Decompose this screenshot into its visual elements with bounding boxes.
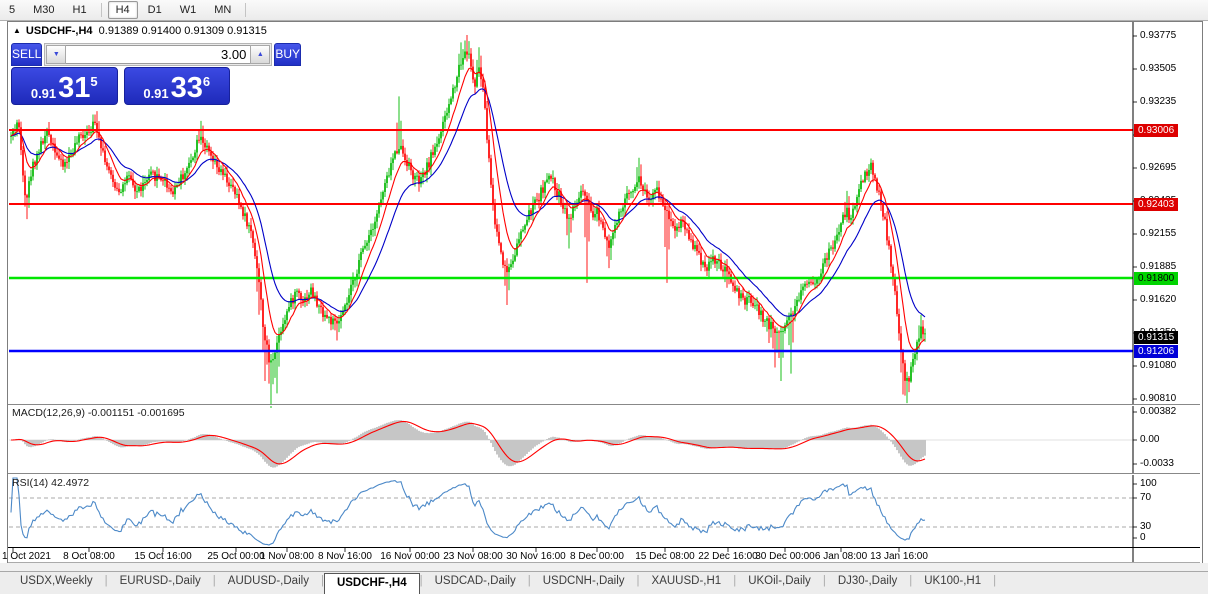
- buy-price-pip: 6: [202, 74, 211, 89]
- price-axis-label: 0.91620: [1140, 294, 1177, 305]
- volume-stepper: ▼ ▲: [44, 43, 273, 66]
- tab-separator: |: [527, 575, 531, 587]
- timeframe-button-mn[interactable]: MN: [214, 4, 232, 16]
- price-axis-label: 0.92695: [1140, 162, 1177, 173]
- timeframe-button-h1[interactable]: H1: [72, 4, 87, 16]
- macd-axis-label: 0.00: [1140, 434, 1160, 445]
- date-axis-label: 13 Jan 16:00: [870, 551, 928, 562]
- chart-tab-xauusd-h1[interactable]: XAUUSD-,H1: [651, 575, 722, 587]
- toolbar-separator: [100, 3, 102, 17]
- chart-tab-usdx-weekly[interactable]: USDX,Weekly: [20, 575, 93, 587]
- timeframe-button-w1[interactable]: W1: [179, 4, 197, 16]
- tab-separator: |: [636, 575, 640, 587]
- chart-tab-eurusd-daily[interactable]: EURUSD-,Daily: [119, 575, 201, 587]
- symbol-label: USDCHF-,H4: [25, 25, 93, 37]
- sell-button[interactable]: SELL: [11, 43, 43, 66]
- chart-tab-bar: USDX,Weekly | EURUSD-,Daily | AUDUSD-,Daily |…: [0, 571, 1208, 594]
- date-axis-label: 1 Oct 2021: [2, 551, 51, 562]
- price-badge: 0.91206: [1134, 344, 1179, 358]
- macd-axis-label: 0.00382: [1140, 406, 1177, 417]
- rsi-label: RSI(14) 42.4972: [12, 477, 90, 489]
- date-axis-label: 8 Nov 16:00: [318, 551, 372, 562]
- date-axis-label: 16 Nov 00:00: [380, 551, 440, 562]
- tab-separator: |: [320, 575, 324, 587]
- chart-tab-usdcad-daily[interactable]: USDCAD-,Daily: [434, 575, 516, 587]
- date-axis-label: 8 Dec 00:00: [570, 551, 624, 562]
- status-strip: [0, 563, 1208, 571]
- buy-price-main: 33: [170, 72, 203, 105]
- sell-price-prefix: 0.91: [30, 86, 57, 101]
- buy-price-prefix: 0.91: [143, 86, 169, 101]
- chart-tab-dj30-daily[interactable]: DJ30-,Daily: [837, 575, 898, 587]
- rsi-axis-label: 30: [1140, 521, 1152, 532]
- tab-separator: |: [419, 575, 423, 587]
- one-click-trading-panel: SELL ▼ ▲ BUY 0.91 31 5 0.91 33 6: [11, 43, 302, 105]
- date-axis-label: 6 Jan 08:00: [814, 551, 868, 562]
- tab-separator: |: [909, 575, 913, 587]
- date-axis-label: 8 Oct 08:00: [63, 551, 115, 562]
- timeframe-button-m30[interactable]: M30: [33, 4, 55, 16]
- date-axis-label: 22 Dec 16:00: [698, 551, 758, 562]
- sell-price-main: 31: [58, 72, 91, 105]
- toolbar-separator: [245, 3, 247, 17]
- price-badge: 0.91800: [1134, 271, 1179, 285]
- price-axis-label: 0.92155: [1140, 228, 1177, 239]
- price-axis-label: 0.93775: [1140, 30, 1177, 41]
- price-axis-label: 0.91080: [1140, 360, 1177, 371]
- chart-tab-usdcnh-daily[interactable]: USDCNH-,Daily: [542, 575, 625, 587]
- tab-separator: |: [733, 575, 737, 587]
- timeframe-button-d1[interactable]: D1: [147, 4, 162, 16]
- buy-price-box[interactable]: 0.91 33 6: [123, 67, 230, 105]
- date-axis-label: 15 Oct 16:00: [134, 551, 192, 562]
- rsi-axis-label: 100: [1140, 478, 1157, 489]
- price-badge: 0.92403: [1134, 197, 1179, 211]
- chart-title: ▲ USDCHF-,H4 0.91389 0.91400 0.91309 0.91…: [13, 25, 267, 37]
- volume-increase-button[interactable]: ▲: [250, 45, 271, 64]
- price-axis-label: 0.90810: [1140, 393, 1177, 404]
- macd-axis-label: -0.0033: [1140, 458, 1174, 469]
- volume-input[interactable]: [66, 45, 251, 64]
- price-badge: 0.91315: [1134, 330, 1179, 344]
- tab-separator: |: [212, 575, 216, 587]
- date-axis-label: 23 Nov 08:00: [443, 551, 503, 562]
- tab-separator: |: [993, 575, 997, 587]
- price-axis-label: 0.93235: [1140, 96, 1177, 107]
- date-axis-label: 30 Dec 00:00: [755, 551, 815, 562]
- timeframe-button-h4[interactable]: H4: [107, 1, 138, 19]
- rsi-value: 42.4972: [51, 477, 90, 489]
- date-axis-label: 30 Nov 16:00: [506, 551, 566, 562]
- chart-tab-uk100-h1[interactable]: UK100-,H1: [924, 575, 982, 587]
- date-axis-label: 15 Dec 08:00: [635, 551, 695, 562]
- expand-triangle-icon[interactable]: ▲: [13, 26, 21, 35]
- ohlc-values: 0.91389 0.91400 0.91309 0.91315: [98, 25, 267, 37]
- chart-tab-ukoil-daily[interactable]: UKOil-,Daily: [748, 575, 811, 587]
- sell-price-box[interactable]: 0.91 31 5: [11, 67, 118, 105]
- timeframe-button-5[interactable]: 5: [9, 4, 16, 16]
- volume-decrease-button[interactable]: ▼: [46, 45, 67, 64]
- chart-tab-audusd-daily[interactable]: AUDUSD-,Daily: [227, 575, 309, 587]
- chart-tab-usdchf-h4[interactable]: USDCHF-,H4: [323, 573, 420, 594]
- price-badge: 0.93006: [1134, 123, 1179, 137]
- price-axis-label: 0.91885: [1140, 261, 1177, 272]
- tab-separator: |: [104, 575, 108, 587]
- buy-button[interactable]: BUY: [274, 43, 302, 66]
- date-axis-label: 1 Nov 08:00: [260, 551, 314, 562]
- rsi-axis-label: 0: [1140, 532, 1146, 543]
- date-axis-label: 25 Oct 00:00: [207, 551, 265, 562]
- rsi-axis-label: 70: [1140, 492, 1152, 503]
- sell-price-pip: 5: [90, 74, 98, 89]
- price-axis-label: 0.93505: [1140, 63, 1177, 74]
- tab-separator: |: [822, 575, 826, 587]
- macd-values: -0.001151 -0.001695: [87, 407, 185, 419]
- macd-label: MACD(12,26,9) -0.001151 -0.001695: [12, 407, 185, 419]
- timeframe-toolbar: 5 M30 H1 H4 D1 W1 MN: [0, 0, 1208, 21]
